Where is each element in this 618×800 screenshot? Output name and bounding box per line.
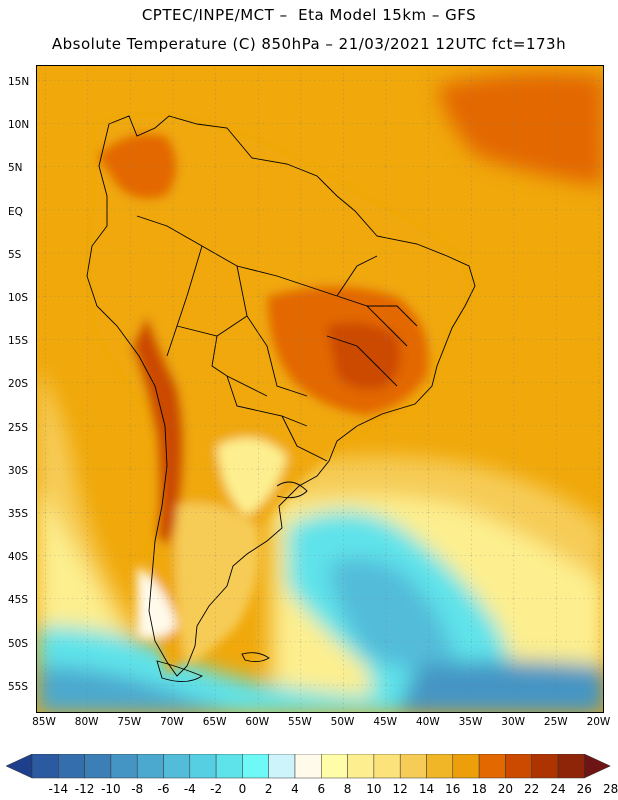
colorbar-swatch bbox=[505, 754, 532, 779]
colorbar-swatch bbox=[452, 754, 480, 779]
lat-label: 10N bbox=[8, 119, 30, 132]
colorbar-swatch bbox=[321, 754, 348, 779]
colorbar-swatch bbox=[110, 754, 138, 779]
colorbar-swatch bbox=[478, 754, 506, 779]
colorbar-tick-label: 18 bbox=[471, 782, 487, 796]
colorbar-swatch bbox=[84, 754, 112, 779]
colorbar-tick-label: 6 bbox=[317, 782, 326, 796]
lat-label: 5N bbox=[8, 162, 23, 175]
lon-label: 85W bbox=[32, 716, 56, 728]
colorbar-swatch bbox=[268, 754, 296, 779]
lat-label: 35S bbox=[8, 508, 29, 520]
lat-label: 25S bbox=[8, 421, 29, 434]
lat-label: 5S bbox=[8, 248, 22, 261]
colorbar-tick-label: -14 bbox=[48, 782, 69, 796]
lat-label: 50S bbox=[8, 637, 29, 650]
colorbar-swatch bbox=[347, 754, 375, 779]
colorbar-tick-label: 16 bbox=[445, 782, 461, 796]
lon-label: 80W bbox=[74, 716, 99, 728]
colorbar-tick-label: 0 bbox=[238, 782, 247, 796]
lat-label: 15S bbox=[8, 335, 29, 348]
lat-label: 30S bbox=[8, 464, 29, 477]
colorbar-max-arrow bbox=[584, 754, 611, 779]
lon-label: 55W bbox=[288, 716, 312, 728]
lat-label: 45S bbox=[8, 594, 29, 607]
lon-label: 20W bbox=[586, 716, 611, 728]
colorbar-swatch bbox=[58, 754, 85, 779]
colorbar-tick-label: 22 bbox=[524, 782, 540, 796]
colorbar-tick-label: 20 bbox=[497, 782, 514, 796]
colorbar-tick-label: 26 bbox=[576, 782, 592, 796]
colorbar-tick-label: -10 bbox=[101, 782, 121, 796]
colorbar-tick-label: 12 bbox=[392, 782, 408, 796]
lon-label: 40W bbox=[415, 716, 440, 728]
colorbar-tick-label: 24 bbox=[550, 782, 566, 796]
map-frame[interactable] bbox=[36, 65, 604, 713]
colorbar-tick-label: 10 bbox=[366, 782, 382, 796]
colorbar-tick-label: -8 bbox=[131, 782, 144, 796]
lat-label: 40S bbox=[8, 551, 29, 564]
lat-label: 15N bbox=[8, 76, 30, 88]
lon-label: 35W bbox=[458, 716, 483, 728]
colorbar-swatch bbox=[242, 754, 269, 779]
colorbar-tick-label: 2 bbox=[264, 782, 273, 796]
colorbar-tick-label: 28 bbox=[602, 782, 618, 796]
colorbar-swatch bbox=[426, 754, 454, 779]
lon-label: 60W bbox=[245, 716, 270, 728]
lat-label: 55S bbox=[8, 680, 29, 693]
colorbar-swatch bbox=[136, 754, 164, 779]
graticule bbox=[37, 66, 603, 712]
colorbar-swatch bbox=[373, 754, 401, 779]
colorbar-swatch bbox=[163, 754, 191, 779]
colorbar-tick-label: 4 bbox=[291, 782, 299, 796]
temperature-map bbox=[37, 66, 603, 712]
colorbar-swatch bbox=[531, 754, 559, 779]
colorbar-tick-label: -4 bbox=[183, 782, 196, 796]
lon-label: 30W bbox=[501, 716, 526, 728]
lon-label: 50W bbox=[330, 716, 355, 728]
colorbar-tick-label: 14 bbox=[418, 782, 435, 796]
colorbar-tick-label: -2 bbox=[210, 782, 223, 796]
lon-label: 25W bbox=[543, 716, 568, 728]
lat-label: EQ bbox=[8, 205, 23, 218]
colorbar-swatch bbox=[215, 754, 243, 779]
colorbar-swatch bbox=[294, 754, 322, 779]
colorbar-tick-label: -6 bbox=[157, 782, 170, 796]
lat-label: 10S bbox=[8, 292, 29, 304]
colorbar-swatch bbox=[557, 754, 585, 779]
colorbar bbox=[6, 754, 611, 779]
map-title-line2: Absolute Temperature (C) 850hPa – 21/03/… bbox=[51, 35, 567, 53]
lon-label: 70W bbox=[160, 716, 184, 728]
colorbar-min-arrow bbox=[6, 754, 33, 779]
lon-label: 75W bbox=[117, 716, 142, 728]
lon-label: 65W bbox=[202, 716, 227, 728]
colorbar-swatch bbox=[189, 754, 217, 779]
colorbar-swatch bbox=[31, 754, 59, 779]
lat-label: 20S bbox=[8, 378, 29, 391]
map-title-line1: CPTEC/INPE/MCT – Eta Model 15km – GFS bbox=[141, 6, 477, 24]
colorbar-tick-label: 8 bbox=[343, 782, 352, 796]
lon-label: 45W bbox=[373, 716, 398, 728]
colorbar-swatch bbox=[399, 754, 427, 779]
colorbar-tick-label: -12 bbox=[74, 782, 95, 796]
